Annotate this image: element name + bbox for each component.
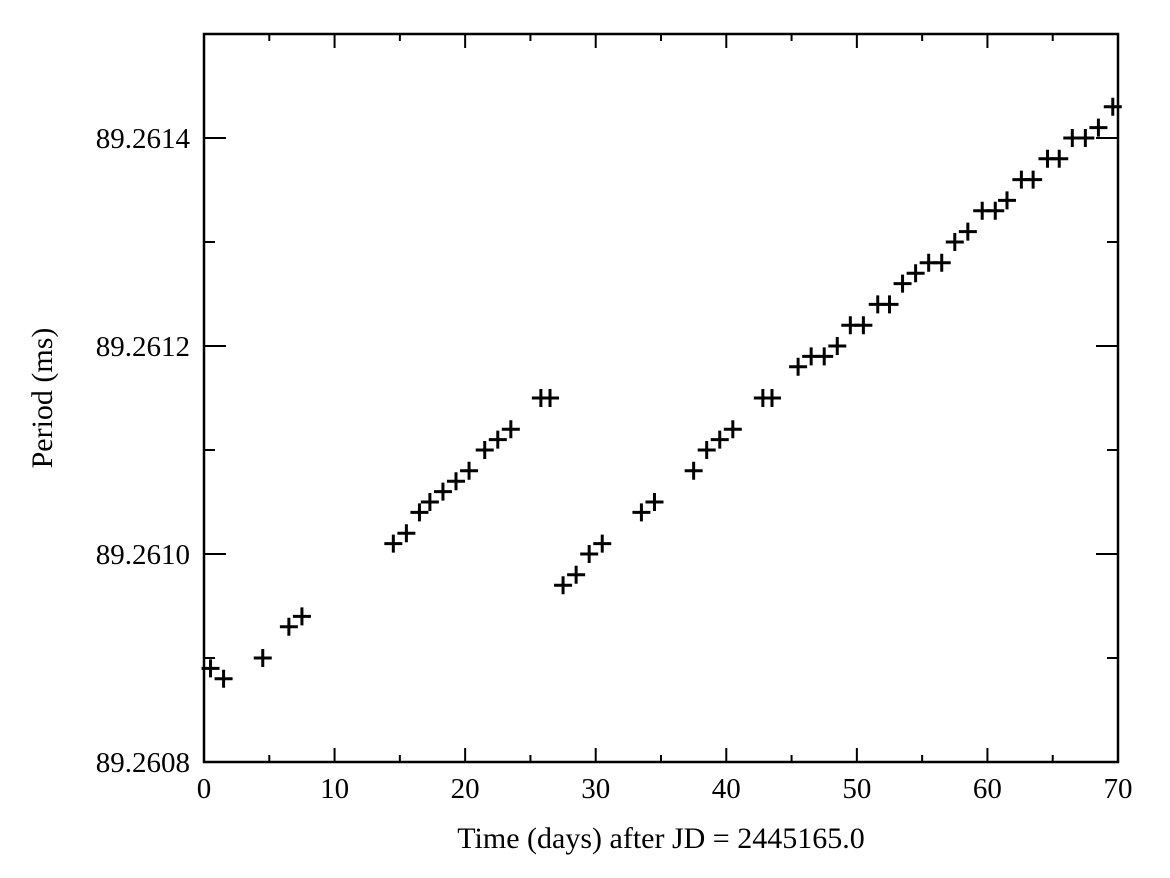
data-point <box>475 441 494 459</box>
data-point <box>854 316 873 335</box>
data-point <box>906 264 925 283</box>
data-point <box>893 274 912 293</box>
data-point <box>632 503 651 522</box>
data-point <box>501 420 520 439</box>
data-point <box>460 461 479 480</box>
data-point <box>762 389 781 407</box>
data-point <box>384 534 403 553</box>
data-point <box>1103 97 1122 116</box>
axis-ticks <box>203 33 1119 763</box>
data-point <box>684 461 703 480</box>
data-point <box>420 493 439 511</box>
data-point <box>1076 129 1095 147</box>
data-point <box>567 565 586 584</box>
data-point <box>828 337 847 355</box>
data-point <box>554 576 573 595</box>
data-point <box>789 357 808 376</box>
x-tick-label: 20 <box>451 773 480 805</box>
data-point <box>697 441 716 459</box>
x-tick-label: 40 <box>712 773 741 805</box>
data-point <box>986 201 1005 220</box>
data-point <box>645 493 664 511</box>
data-point <box>1050 149 1069 168</box>
data-point <box>279 617 298 636</box>
data-point <box>815 347 834 366</box>
data-point <box>932 253 951 272</box>
y-tick-label: 89.2614 <box>96 123 191 155</box>
x-axis-title: Time (days) after JD = 2445165.0 <box>457 822 864 855</box>
data-point <box>433 482 452 501</box>
plot-frame <box>202 32 1120 764</box>
data-point <box>998 191 1017 210</box>
x-tick-label: 50 <box>842 773 871 805</box>
data-point <box>880 295 899 314</box>
data-point <box>580 545 599 563</box>
data-point <box>541 389 560 407</box>
data-point <box>723 420 742 439</box>
x-tick-label: 30 <box>581 773 610 805</box>
data-point <box>410 503 429 522</box>
data-point <box>292 607 311 626</box>
axis-tick-labels: 0 10 20 30 40 50 60 70 89.2608 89.2610 89.2612 89.2… <box>96 123 1133 805</box>
data-point <box>214 669 233 688</box>
data-point <box>1089 118 1108 137</box>
data-point <box>710 430 729 449</box>
data-point <box>593 534 612 553</box>
x-tick-label: 70 <box>1104 773 1133 805</box>
data-point <box>253 649 272 667</box>
data-point <box>1024 170 1043 189</box>
data-point <box>488 430 507 449</box>
x-tick-label: 10 <box>320 773 349 805</box>
data-point <box>447 472 466 491</box>
x-tick-label: 60 <box>973 773 1002 805</box>
y-axis-title: Period (ms) <box>26 328 59 469</box>
data-markers <box>201 97 1122 688</box>
y-tick-label: 89.2608 <box>96 747 190 779</box>
y-tick-label: 89.2612 <box>96 331 190 363</box>
data-point <box>945 233 964 251</box>
x-tick-label: 0 <box>197 773 212 805</box>
data-point <box>958 222 977 241</box>
data-point <box>397 524 416 543</box>
data-point <box>201 659 220 678</box>
y-tick-label: 89.2610 <box>96 539 190 571</box>
